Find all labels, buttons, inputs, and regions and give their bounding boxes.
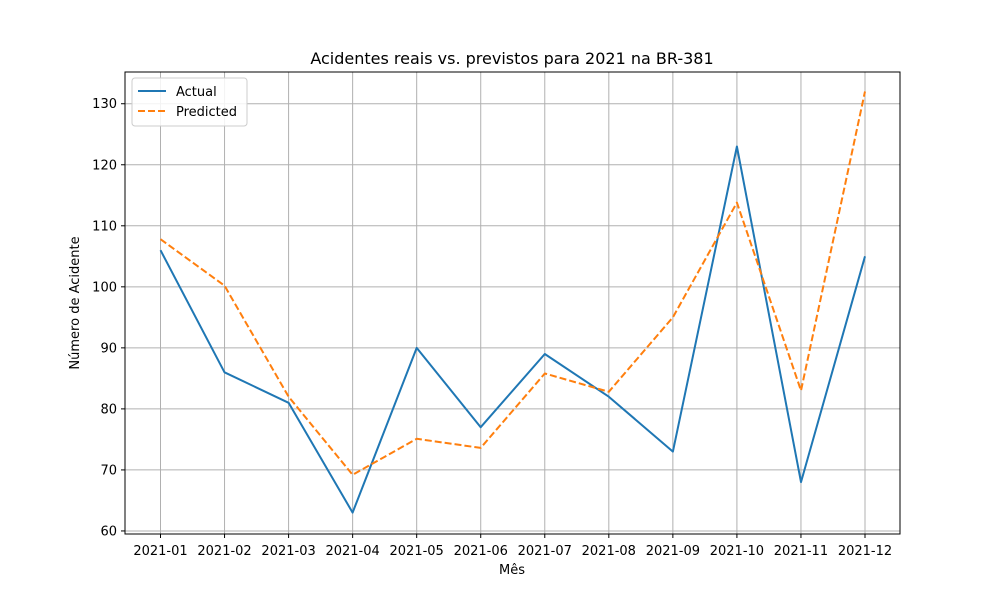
x-tick-label: 2021-06 [454,544,508,559]
plot-area-frame [124,71,901,535]
x-tick-label: 2021-04 [325,544,379,559]
x-tick-label: 2021-09 [646,544,700,559]
x-tick-label: 2021-03 [261,544,315,559]
x-tick-label: 2021-02 [197,544,251,559]
x-tick-label: 2021-12 [838,544,892,559]
x-axis: 2021-01 2021-02 2021-03 2021-04 2021-05 2021-… [133,534,892,559]
x-tick-label: 2021-10 [710,544,764,559]
chart-title: Acidentes reais vs. previstos para 2021 … [310,49,713,68]
legend-label-actual: Actual [176,85,217,100]
y-tick-label: 70 [100,463,117,478]
y-tick-label: 90 [100,341,117,356]
y-tick-label: 110 [92,219,117,234]
series-line-predicted [159,91,866,476]
y-tick-label: 130 [92,97,117,112]
x-tick-label: 2021-08 [582,544,636,559]
x-tick-label: 2021-07 [518,544,572,559]
legend-label-predicted: Predicted [176,105,237,120]
y-axis-label: Número de Acidente [68,236,83,369]
series-line-actual [159,145,866,514]
x-tick-label: 2021-01 [133,544,187,559]
legend: Actual Predicted [131,77,248,127]
grid [125,72,900,534]
x-axis-label: Mês [499,563,525,578]
y-tick-label: 100 [92,280,117,295]
x-tick-label: 2021-11 [774,544,828,559]
y-tick-label: 120 [92,158,117,173]
y-axis: 60 70 80 90 100 110 120 130 [92,97,125,539]
x-tick-label: 2021-05 [390,544,444,559]
y-tick-label: 60 [100,524,117,539]
y-tick-label: 80 [100,402,117,417]
series-lines [159,91,866,514]
